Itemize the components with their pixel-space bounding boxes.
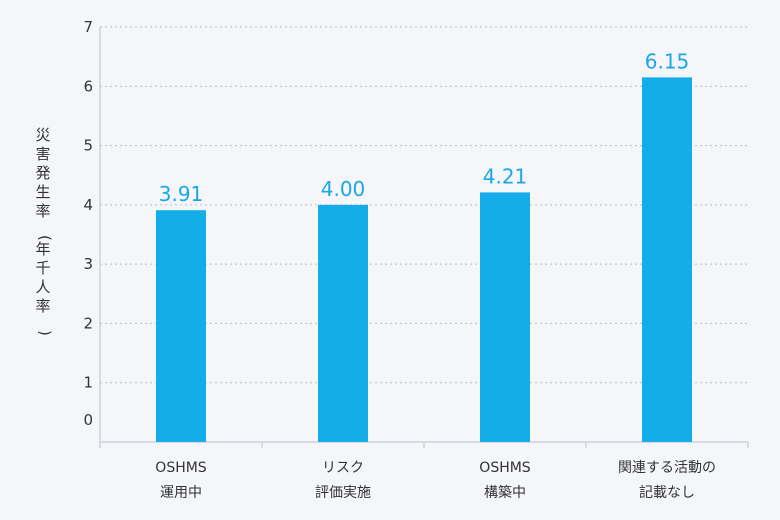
x-category-label: リスク評価実施 (315, 460, 371, 501)
y-axis-label: 災害発生率(年千人率) (35, 126, 54, 336)
y-tick-label: 5 (83, 137, 93, 155)
bar (642, 77, 692, 443)
x-category-label: OSHMS 構築中 (479, 460, 531, 501)
y-tick-label: 4 (83, 196, 93, 214)
value-label: 4.00 (321, 177, 366, 201)
y-tick-label: 0 (83, 411, 93, 429)
x-axis-labels: OSHMS 運用中 リスク評価実施 OSHMS 構築中 関連する活動の記載なし (155, 460, 716, 501)
value-label: 4.21 (483, 164, 528, 188)
x-category-label: 関連する活動の記載なし (618, 460, 716, 501)
y-tick-label: 6 (83, 77, 93, 95)
bar (480, 192, 530, 442)
bar (156, 210, 206, 442)
y-tick-label: 7 (83, 18, 93, 36)
value-labels: 3.91 4.00 4.21 6.15 (159, 49, 690, 206)
value-label: 3.91 (159, 182, 204, 206)
bar (318, 204, 368, 442)
x-category-label: OSHMS 運用中 (155, 460, 207, 501)
y-tick-label: 1 (83, 374, 93, 392)
value-label: 6.15 (645, 49, 690, 73)
bars (156, 77, 692, 443)
y-axis-ticks: 0 1 2 3 4 5 6 7 (83, 18, 93, 429)
y-tick-label: 2 (83, 314, 93, 332)
y-tick-label: 3 (83, 255, 93, 273)
axes (99, 27, 749, 448)
grid-lines (100, 26, 748, 384)
